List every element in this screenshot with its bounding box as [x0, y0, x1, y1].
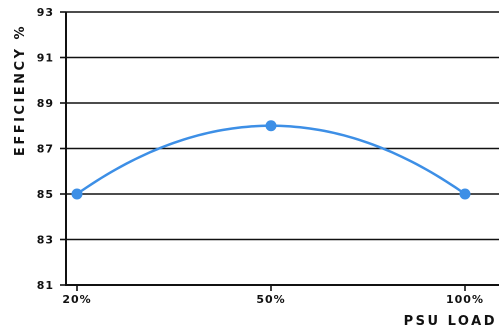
series-line [76, 124, 466, 196]
x-axis-title: PSU LOAD [404, 314, 497, 328]
y-tick-label: 89 [37, 97, 54, 110]
series-layer [71, 120, 471, 200]
x-tick-label: 20% [62, 293, 91, 306]
x-tick-label: 50% [256, 293, 285, 306]
y-tick-label: 87 [37, 143, 54, 156]
y-tick-label: 93 [37, 6, 54, 19]
gridlines [60, 11, 499, 286]
y-tick-label: 91 [37, 52, 54, 65]
axes [65, 12, 499, 286]
data-point [265, 120, 277, 132]
x-tick-label: 100% [446, 293, 484, 306]
y-tick-label: 81 [37, 279, 54, 292]
data-point [459, 188, 471, 200]
y-tick-label: 85 [37, 188, 54, 201]
data-point [71, 188, 83, 200]
y-axis-title: EFFICIENCY % [13, 24, 28, 156]
y-tick-labels: 81 83 85 87 89 91 93 [37, 6, 54, 292]
y-tick-label: 83 [37, 234, 54, 247]
x-tick-labels: 20% 50% 100% [62, 285, 484, 306]
